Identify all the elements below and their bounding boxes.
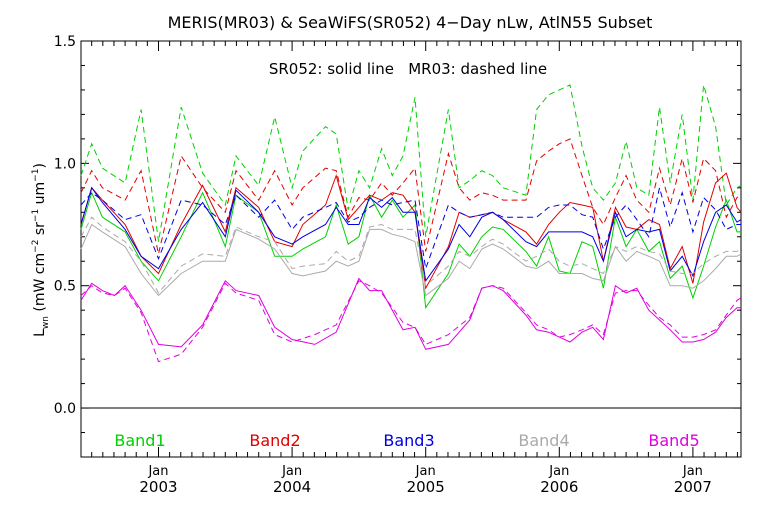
series-line-band2-mr03 (80, 138, 742, 255)
y-axis-label-main: L (32, 329, 48, 337)
x-tick-label-year: 2004 (273, 478, 311, 496)
chart-title: MERIS(MR03) & SeaWiFS(SR052) 4−Day nLw, … (168, 13, 653, 32)
y-axis-label-sub: wn (41, 316, 51, 329)
line-style-annotation: SR052: solid line MR03: dashed line (269, 60, 547, 78)
y-axis-label-exp1: −2 (31, 240, 41, 253)
plot-area: 0.00.51.01.5Jan2003Jan2004Jan2005Jan2006… (54, 34, 742, 496)
y-axis-label-unit-close: ) (32, 163, 48, 168)
series-line-band4-mr03 (80, 216, 742, 294)
y-axis-label-exp3: −1 (31, 169, 41, 182)
x-tick-label-month: Jan (415, 464, 436, 479)
series-line-band2-sr052 (80, 172, 742, 290)
x-tick-label-year: 2007 (674, 478, 712, 496)
series-line-band1-mr03 (80, 84, 742, 242)
y-tick-label: 0.0 (54, 401, 76, 417)
series-line-band1-sr052 (80, 191, 741, 310)
y-tick-label: 1.5 (54, 34, 76, 50)
x-tick-label-month: Jan (548, 464, 569, 479)
series-line-band5-sr052 (80, 277, 741, 350)
x-tick-label-month: Jan (682, 464, 703, 479)
y-axis-label-text: Lwn (mW cm−2 sr−1 um−1) (31, 163, 51, 337)
x-tick-label-month: Jan (147, 464, 168, 479)
legend-label-band1: Band1 (114, 431, 165, 450)
legend-label-band5: Band5 (648, 431, 699, 450)
legend-label-band4: Band4 (518, 431, 569, 450)
y-tick-label: 0.5 (54, 279, 76, 295)
x-tick-label-year: 2003 (139, 478, 177, 496)
series-line-band5-mr03 (80, 280, 742, 363)
x-tick-label-year: 2006 (540, 478, 578, 496)
y-axis-label-mid1: sr (32, 222, 48, 240)
y-tick-label: 1.0 (54, 156, 76, 172)
legend-label-band3: Band3 (383, 431, 434, 450)
x-tick-label-year: 2005 (407, 478, 445, 496)
series-line-band4-sr052 (80, 223, 742, 297)
y-axis-label-mid2: um (32, 182, 48, 209)
y-axis-label-unit-open: (mW cm (32, 253, 48, 316)
y-axis-label: Lwn (mW cm−2 sr−1 um−1) (31, 163, 51, 337)
y-axis-label-exp2: −1 (31, 209, 41, 222)
x-tick-label-month: Jan (281, 464, 302, 479)
legend-label-band2: Band2 (249, 431, 300, 450)
series-line-band3-sr052 (80, 186, 742, 283)
